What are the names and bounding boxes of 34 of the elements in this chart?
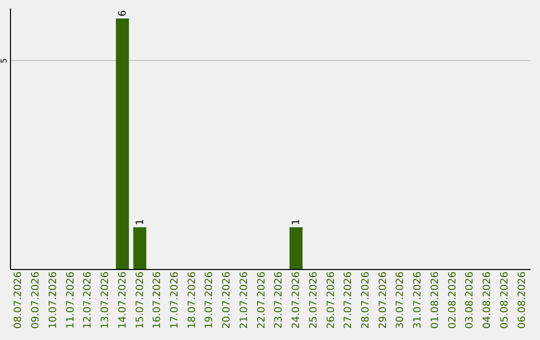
x-tick-label: 30.07.2026 bbox=[395, 272, 406, 329]
x-tick-label: 09.07.2026 bbox=[30, 272, 42, 329]
x-tick-label: 18.07.2026 bbox=[186, 272, 198, 329]
x-tick-label: 01.08.2026 bbox=[430, 272, 441, 329]
x-tick-label: 04.08.2026 bbox=[482, 272, 494, 329]
x-tick-label: 13.07.2026 bbox=[100, 272, 112, 329]
x-tick-label: 14.07.2026 bbox=[117, 272, 128, 329]
x-tick-label: 20.07.2026 bbox=[222, 272, 233, 329]
x-tick-label: 08.07.2026 bbox=[13, 272, 24, 329]
y-tick-label: 5 bbox=[0, 58, 8, 64]
x-tick-label: 24.07.2026 bbox=[291, 272, 302, 329]
data-label: 1 bbox=[134, 218, 146, 226]
x-tick-label: 19.07.2026 bbox=[204, 272, 216, 329]
data-label: 6 bbox=[117, 10, 128, 16]
x-tick-label: 28.07.2026 bbox=[360, 272, 372, 329]
x-tick-label: 06.08.2026 bbox=[516, 272, 528, 329]
x-tick-label: 12.07.2026 bbox=[82, 272, 94, 329]
x-tick-label: 15.07.2026 bbox=[134, 272, 146, 329]
x-tick-label: 05.08.2026 bbox=[499, 272, 510, 329]
x-tick-label: 31.07.2026 bbox=[412, 272, 424, 329]
x-tick-label: 26.07.2026 bbox=[326, 272, 337, 329]
x-tick-label: 03.08.2026 bbox=[464, 272, 476, 329]
x-tick-label: 29.07.2026 bbox=[378, 272, 389, 329]
x-tick-label: 02.08.2026 bbox=[447, 272, 458, 329]
x-tick-label: 11.07.2026 bbox=[65, 272, 76, 329]
x-tick-label: 17.07.2026 bbox=[170, 272, 181, 329]
x-tick-label: 27.07.2026 bbox=[343, 272, 354, 329]
data-label: 1 bbox=[291, 218, 302, 226]
x-tick-label: 23.07.2026 bbox=[274, 272, 285, 329]
x-tick-label: 25.07.2026 bbox=[308, 272, 320, 329]
x-tick-label: 21.07.2026 bbox=[238, 272, 250, 329]
x-tick-label: 16.07.2026 bbox=[152, 272, 164, 329]
x-tick-label: 22.07.2026 bbox=[256, 272, 268, 329]
x-tick-label: 10.07.2026 bbox=[48, 272, 59, 329]
